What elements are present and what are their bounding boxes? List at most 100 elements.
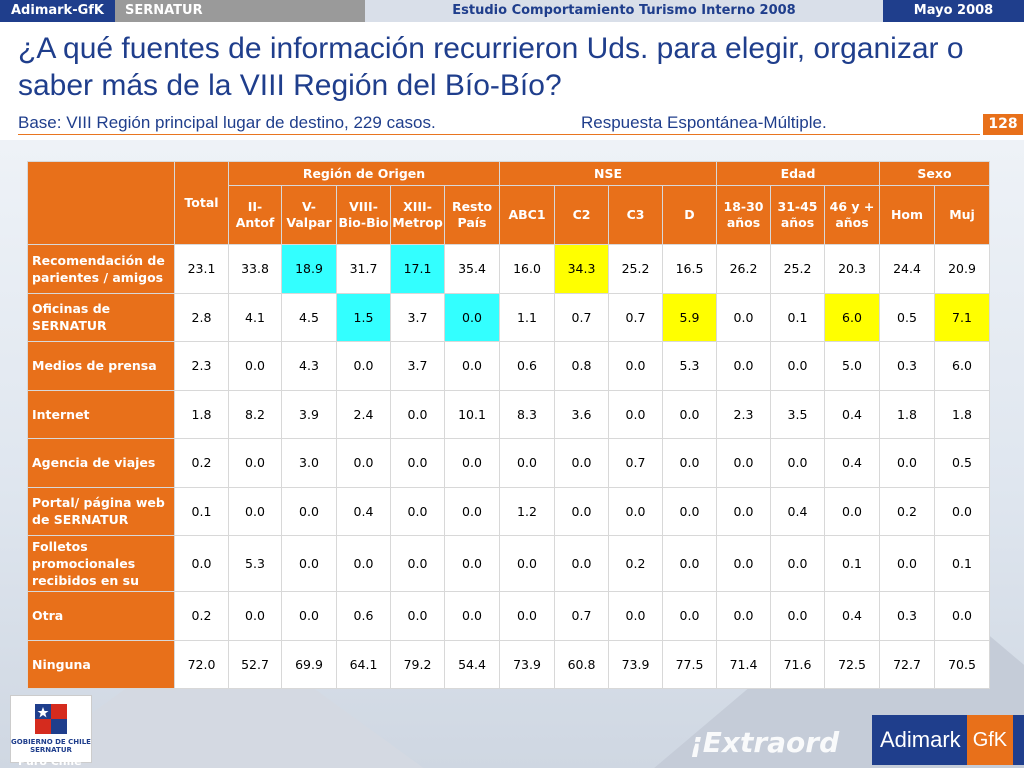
table-cell: 72.5	[824, 639, 880, 689]
table-cell: 0.0	[281, 535, 337, 592]
table-cell: 0.6	[499, 341, 555, 391]
table-cell: 1.8	[174, 389, 229, 439]
table-cell: 0.0	[390, 486, 445, 536]
table-cell: 26.2	[716, 244, 771, 294]
table-cell: 0.0	[554, 438, 609, 488]
table-cell: 0.0	[228, 341, 282, 391]
study-title: Estudio Comportamiento Turismo Interno 2…	[365, 0, 883, 22]
top-bar: Adimark-GfK SERNATUR Estudio Comportamie…	[0, 0, 1024, 22]
table-cell: 0.4	[824, 591, 880, 641]
table-cell: 7.1	[934, 292, 990, 342]
table-cell: 54.4	[444, 639, 500, 689]
table-cell: 6.0	[934, 341, 990, 391]
table-cell: 77.5	[662, 639, 717, 689]
table-cell: 0.0	[879, 535, 935, 592]
col-header: VIII-Bio-Bio	[336, 185, 391, 245]
logo-left: Adimark	[880, 727, 961, 752]
table-cell: 33.8	[228, 244, 282, 294]
table-cell: 71.4	[716, 639, 771, 689]
table-cell: 0.0	[934, 591, 990, 641]
table-cell: 0.0	[499, 591, 555, 641]
table-cell: 0.0	[281, 486, 337, 536]
table-cell: 0.0	[390, 591, 445, 641]
divider	[18, 134, 980, 135]
table-cell: 0.5	[879, 292, 935, 342]
table-cell: 0.0	[228, 438, 282, 488]
logo-right: GfK	[966, 715, 1014, 765]
table-cell: 0.0	[662, 591, 717, 641]
table-cell: 0.0	[770, 341, 825, 391]
table-cell: 20.9	[934, 244, 990, 294]
table-cell: 0.0	[770, 591, 825, 641]
col-header: 31-45 años	[770, 185, 825, 245]
table-row: Otra 0.2 0.0 0.0 0.6 0.0 0.0 0.0 0.7 0.0 0.0 0.0 0.0…	[27, 591, 990, 641]
table-cell: 0.0	[444, 438, 500, 488]
table-cell: 1.1	[499, 292, 555, 342]
col-header: ABC1	[499, 185, 555, 245]
row-label: Folletos promocionales recibidos en su	[27, 535, 175, 592]
table-cell: 0.0	[390, 389, 445, 439]
page-number: 128	[983, 114, 1023, 135]
table-cell: 69.9	[281, 639, 337, 689]
header-nse: NSE	[499, 161, 717, 186]
table-cell: 0.4	[824, 438, 880, 488]
table-cell: 0.0	[770, 535, 825, 592]
row-label: Recomendación de parientes / amigos	[27, 244, 175, 294]
table-cell: 2.4	[336, 389, 391, 439]
table-cell: 1.2	[499, 486, 555, 536]
chile-emblem-icon	[35, 704, 67, 734]
row-label: Agencia de viajes	[27, 438, 175, 488]
header-total: Total	[174, 161, 229, 245]
table-cell: 0.0	[390, 438, 445, 488]
table-cell: 0.0	[444, 535, 500, 592]
table-cell: 0.0	[499, 438, 555, 488]
table-row: Portal/ página web de SERNATUR 0.1 0.0 0.0 0…	[27, 486, 990, 536]
table-cell: 73.9	[499, 639, 555, 689]
banner-text: ¡Extraord	[690, 726, 840, 759]
table-cell: 0.0	[336, 438, 391, 488]
header-region: Región de Origen	[228, 161, 500, 186]
table-cell: 0.4	[336, 486, 391, 536]
col-header: 46 y + años	[824, 185, 880, 245]
col-header: Muj	[934, 185, 990, 245]
gov-sub: SERNATUR	[30, 746, 72, 754]
table-cell: 0.0	[228, 591, 282, 641]
table-cell: 2.3	[716, 389, 771, 439]
col-header: V-Valpar	[281, 185, 337, 245]
gov-label: GOBIERNO DE CHILE	[11, 738, 91, 746]
table-cell: 0.0	[608, 486, 663, 536]
table-cell: 0.1	[934, 535, 990, 592]
table-row: Ninguna 72.0 52.7 69.9 64.1 79.2 54.4 73.9 60.8 7…	[27, 639, 990, 689]
table-cell: 5.3	[662, 341, 717, 391]
table-row: Folletos promocionales recibidos en su 0.…	[27, 535, 990, 592]
table-cell: 79.2	[390, 639, 445, 689]
table-cell: 18.9	[281, 244, 337, 294]
table-cell: 1.5	[336, 292, 391, 342]
table-cell: 20.3	[824, 244, 880, 294]
table-cell: 0.0	[499, 535, 555, 592]
table-cell: 0.2	[174, 591, 229, 641]
table-cell: 0.0	[770, 438, 825, 488]
table-cell: 0.2	[608, 535, 663, 592]
col-header: D	[662, 185, 717, 245]
header-sexo: Sexo	[879, 161, 990, 186]
header-edad: Edad	[716, 161, 880, 186]
base-note: Base: VIII Región principal lugar de des…	[18, 113, 436, 132]
table-cell: 70.5	[934, 639, 990, 689]
table-cell: 5.9	[662, 292, 717, 342]
table-cell: 0.0	[824, 486, 880, 536]
table-cell: 0.0	[444, 292, 500, 342]
table-cell: 0.0	[716, 292, 771, 342]
table-cell: 72.7	[879, 639, 935, 689]
table-cell: 4.5	[281, 292, 337, 342]
table-cell: 16.0	[499, 244, 555, 294]
table-cell: 0.7	[554, 292, 609, 342]
table-cell: 0.7	[554, 591, 609, 641]
table-cell: 3.0	[281, 438, 337, 488]
date-label: Mayo 2008	[883, 0, 1024, 22]
table-row: Internet 1.8 8.2 3.9 2.4 0.0 10.1 8.3 3.6 0.0 0.0 2…	[27, 389, 990, 439]
table-cell: 0.0	[716, 438, 771, 488]
table-cell: 64.1	[336, 639, 391, 689]
table-row: Agencia de viajes 0.2 0.0 3.0 0.0 0.0 0.0 0.0 0.…	[27, 438, 990, 488]
table-cell: 0.0	[608, 389, 663, 439]
